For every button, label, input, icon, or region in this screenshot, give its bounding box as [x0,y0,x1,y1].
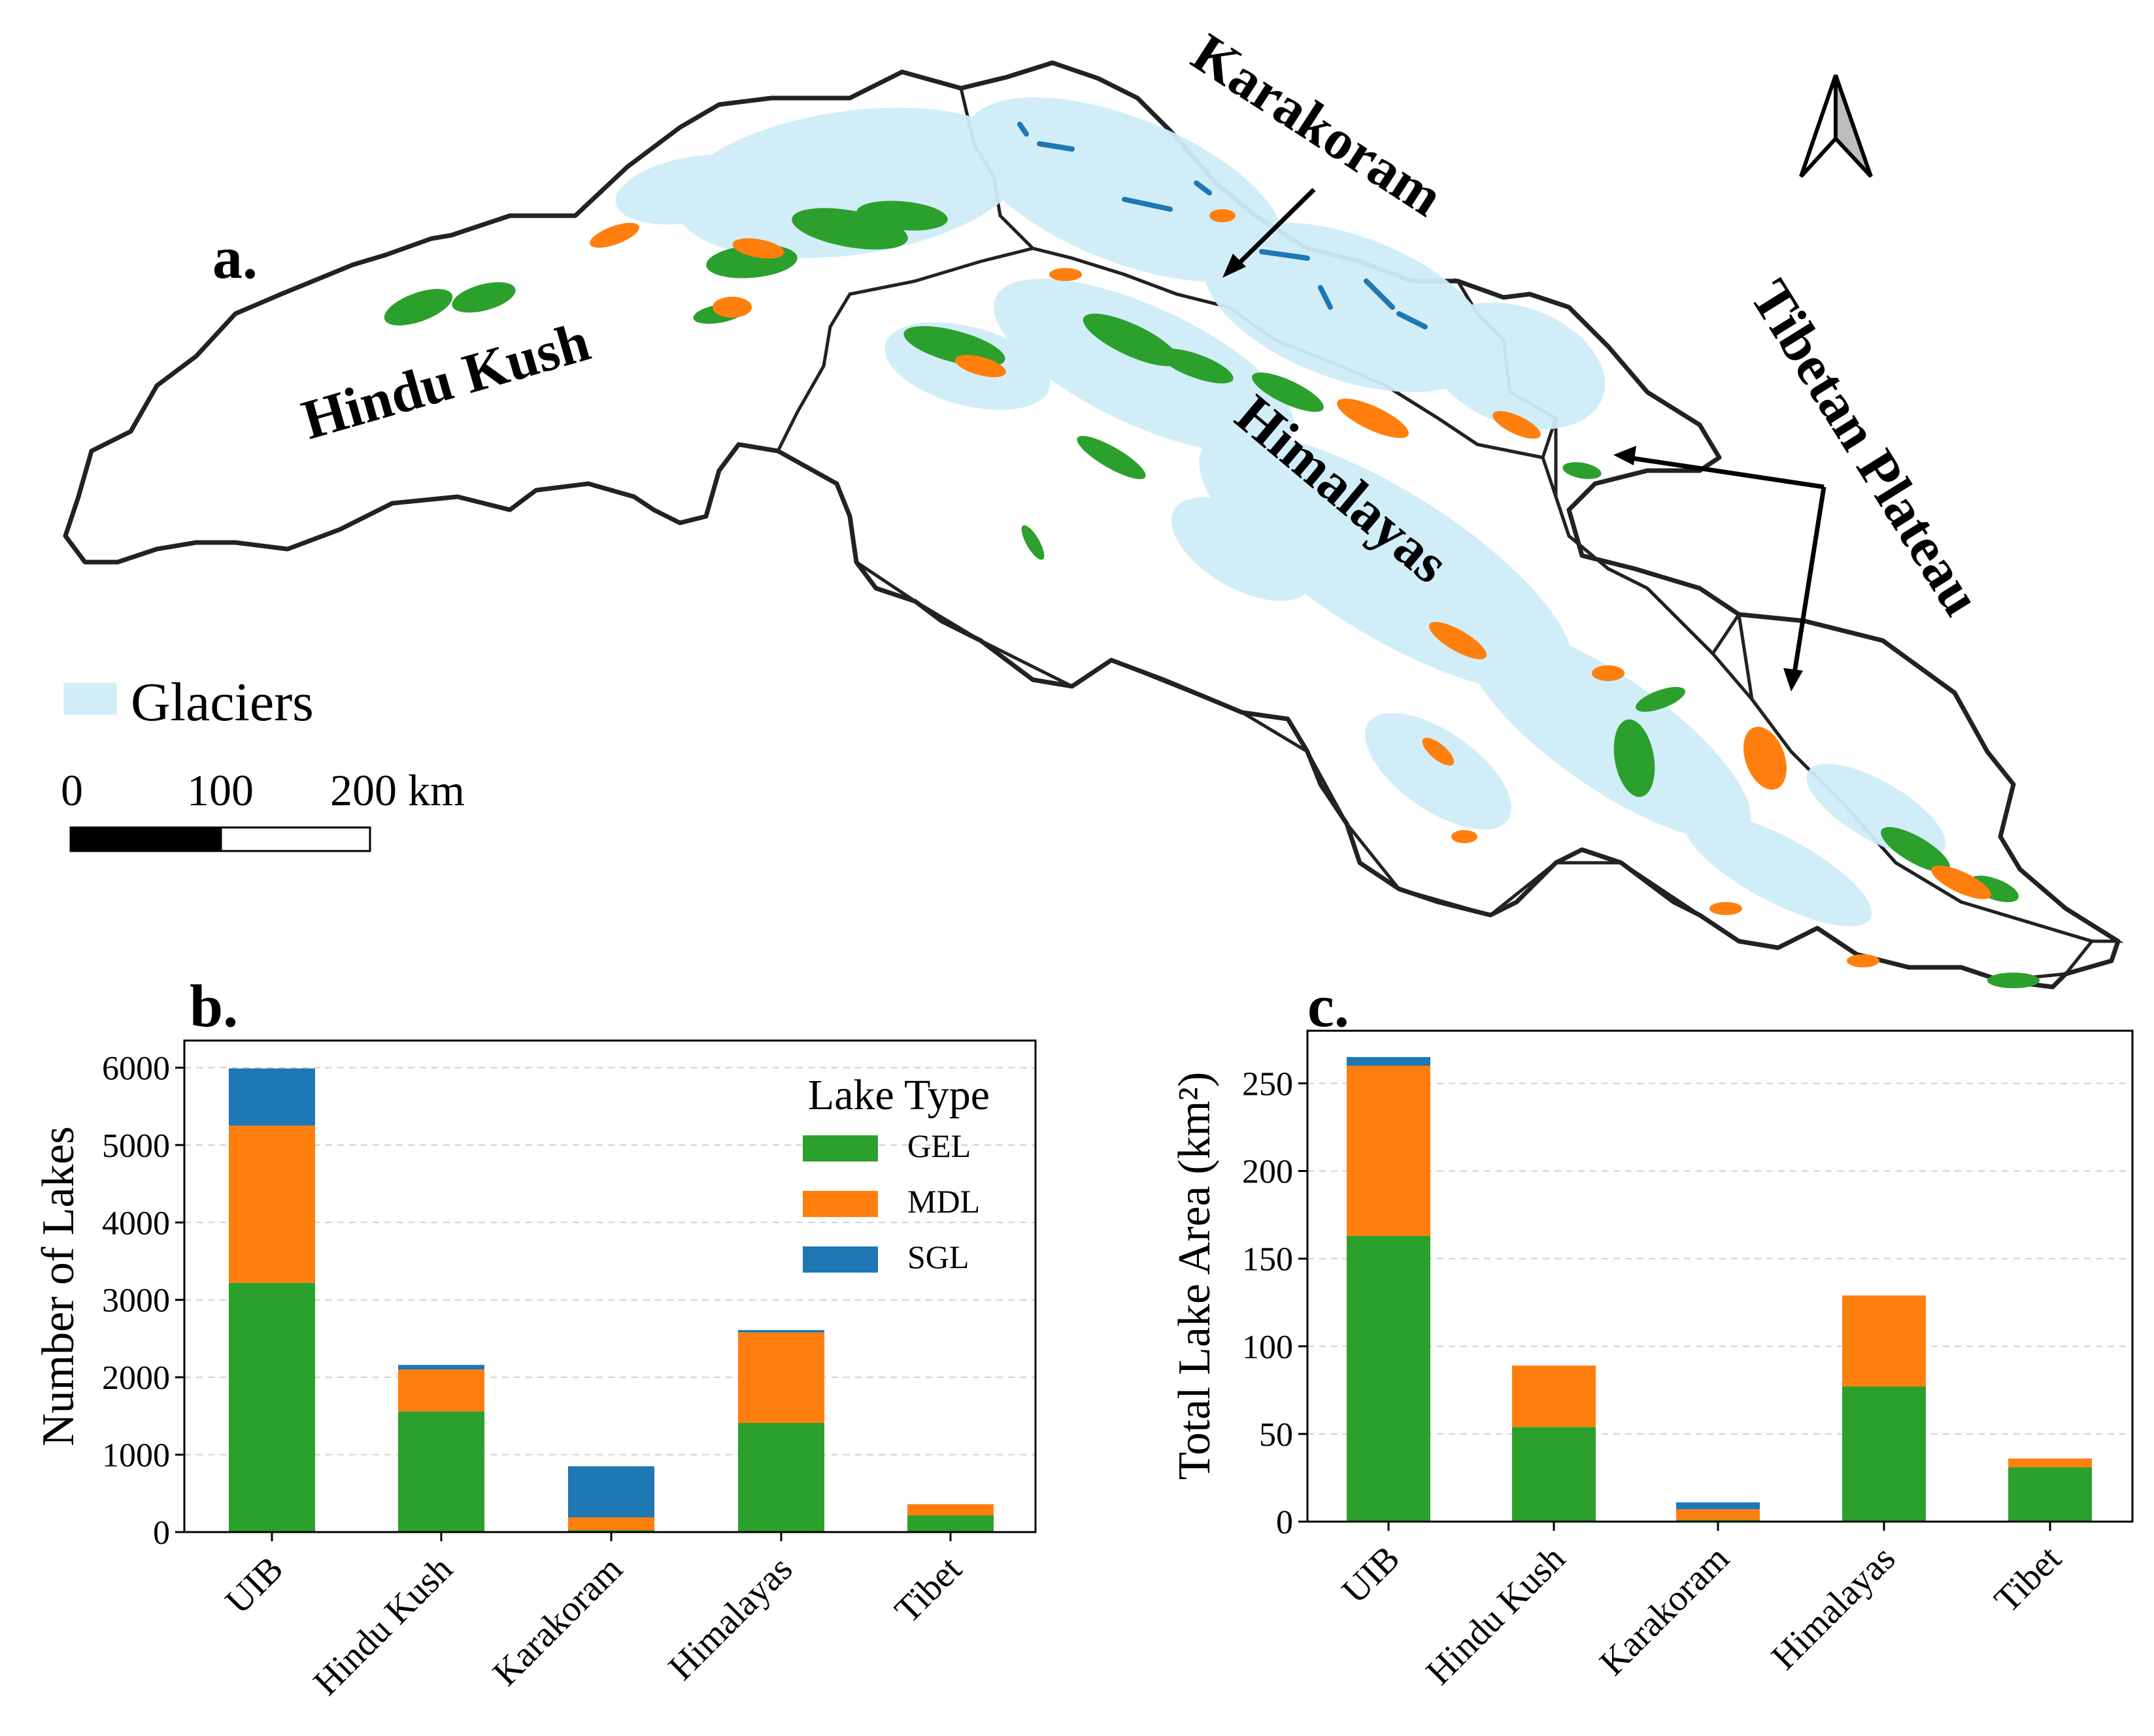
map-panel: a. Hindu Kush Karakoram Himalayas Tibeta… [61,21,2124,990]
arrow-head-tibet-1 [1613,446,1636,465]
arrow-head-karakoram [1222,254,1246,278]
scale-tick-0: 0 [61,765,83,815]
annotation-arrows [1222,188,1826,692]
scale-bar-white [220,826,371,852]
y-tick-label-c: 150 [1242,1241,1293,1278]
bars-c [1347,1057,2092,1522]
bar-hindu-kush-mdl [1512,1365,1596,1427]
y-ticks-b: 0 1000 2000 3000 4000 5000 6000 [102,1050,184,1552]
y-tick-label-c: 200 [1242,1154,1293,1191]
bar-hindu-kush-mdl [398,1369,484,1412]
chart-lake-count: b. 0 1000 2000 3000 4000 5000 6000 UIB Hindu Ku… [33,973,1037,1703]
x-tick-label-tibet: Tibet [887,1548,969,1631]
y-ticks-c: 0 50 100 150 200 250 [1242,1065,1307,1541]
y-tick-label-c: 0 [1276,1504,1293,1541]
bar-tibet-mdl [907,1504,994,1516]
x-tick-label-himalayas: Himalayas [1764,1538,1903,1677]
plot-frame-c [1306,1029,2134,1523]
sgl-lakes [1017,122,1428,329]
bar-karakoram-sgl [1676,1502,1760,1510]
x-ticks-b: UIB Hindu Kush Karakoram Himalayas Tibet [218,1532,969,1703]
y-tick-label-b: 4000 [102,1205,170,1242]
x-tick-label-himalayas: Himalayas [661,1548,800,1688]
y-tick-label-b: 1000 [102,1437,170,1475]
chart-lake-area: c. 0 50 100 150 200 250 UIB Hindu Kush Karakora… [1170,973,2134,1693]
y-tick-label-b: 3000 [102,1282,170,1320]
y-tick-label-c: 100 [1242,1329,1293,1366]
arrow-head-tibet-2 [1783,668,1803,692]
y-axis-title-b: Number of Lakes [33,1126,84,1446]
glacier-legend-label: Glaciers [131,672,314,733]
legend-swatch-sgl [803,1246,878,1273]
bar-hindu-kush-sgl [398,1365,484,1370]
scale-bar: 0 100 200 km [61,765,465,852]
gridlines-b [184,1067,1035,1456]
x-tick-label-karakoram: Karakoram [485,1548,630,1694]
y-tick-label-c: 250 [1242,1065,1293,1103]
y-tick-label-b: 5000 [102,1127,170,1165]
legend-label-gel: GEL [907,1127,971,1164]
bars-b [229,1068,994,1532]
y-tick-label-b: 6000 [102,1050,170,1087]
tibet-boundary-south [1737,612,2124,943]
panel-b-label: b. [190,973,238,1039]
y-tick-label-b: 2000 [102,1360,170,1397]
bar-tibet-gel [2008,1467,2092,1522]
legend-b: Lake Type GEL MDL SGL [803,1071,990,1275]
panel-c-label: c. [1307,973,1349,1039]
bar-himalayas-mdl [738,1332,824,1424]
legend-swatch-gel [803,1135,878,1161]
y-tick-label-c: 50 [1259,1416,1293,1454]
x-tick-label-hindu-kush: Hindu Kush [306,1548,460,1703]
y-tick-label-b: 0 [153,1514,170,1552]
bar-uib-sgl [229,1068,315,1126]
bar-himalayas-sgl [738,1329,824,1333]
gridlines-c [1307,1082,2132,1435]
bar-himalayas-gel [1842,1386,1926,1522]
bar-tibet-mdl [2008,1458,2092,1467]
y-axis-title-c: Total Lake Area (km²) [1170,1072,1220,1480]
tibet-boundary [1454,278,1742,656]
scale-bar-black [69,826,222,852]
tibetan-plateau-label: Tibetan Plateau [1738,269,1994,626]
bar-karakoram-mdl [568,1517,654,1531]
scale-tick-200: 200 km [330,765,465,815]
panel-a-label: a. [212,224,258,291]
bar-himalayas-gel [738,1423,824,1532]
plot-frame-b [183,1039,1037,1533]
mdl-lakes [590,209,1991,967]
x-tick-label-tibet: Tibet [1987,1538,2069,1620]
bar-uib-mdl [1347,1065,1430,1236]
bar-uib-gel [229,1282,315,1532]
legend-swatch-mdl [803,1191,878,1217]
x-tick-label-hindu-kush: Hindu Kush [1419,1538,1573,1692]
bar-karakoram-mdl [1676,1509,1760,1520]
legend-label-sgl: SGL [907,1239,969,1275]
bar-hindu-kush-gel [398,1411,484,1532]
bar-karakoram-sgl [568,1466,654,1518]
x-ticks-c: UIB Hindu Kush Karakoram Himalayas Tibet [1334,1522,2069,1693]
scale-tick-100: 100 [187,765,254,815]
north-arrow-icon [1799,75,1873,178]
bar-uib-sgl [1347,1057,1430,1066]
legend-label-mdl: MDL [907,1183,980,1220]
bar-uib-mdl [229,1126,315,1283]
glacier-legend-swatch [63,682,117,715]
bar-uib-gel [1347,1235,1430,1522]
x-tick-label-uib: UIB [1334,1538,1407,1611]
x-tick-label-karakoram: Karakoram [1592,1538,1737,1683]
legend-title-b: Lake Type [808,1071,990,1119]
bar-himalayas-mdl [1842,1295,1926,1387]
bar-tibet-gel [907,1515,994,1532]
bar-hindu-kush-gel [1512,1427,1596,1522]
x-tick-label-uib: UIB [218,1548,291,1622]
